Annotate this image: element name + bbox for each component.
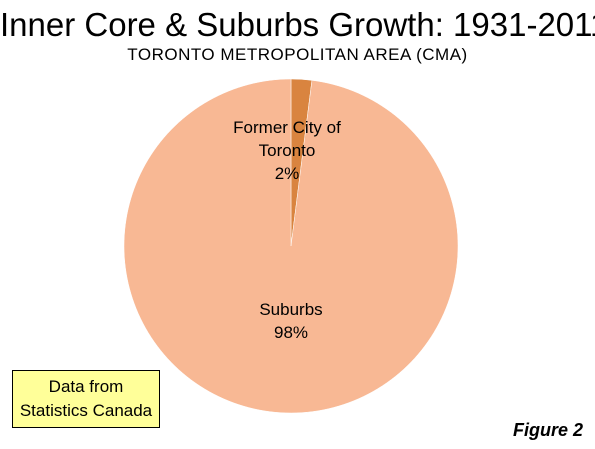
slice-2-label: Suburbs: [259, 300, 322, 319]
slice-2-value-label: 98%: [274, 323, 308, 342]
slice-1-value-label: 2%: [275, 164, 300, 183]
chart-title: Inner Core & Suburbs Growth: 1931-2011: [0, 6, 595, 43]
chart-subtitle: TORONTO METROPOLITAN AREA (CMA): [127, 45, 468, 64]
figure-label: Figure 2: [512, 420, 583, 440]
slice-1-label: Former City of: [233, 118, 341, 137]
slice-1-label: Toronto: [259, 141, 316, 160]
source-note: Data from Statistics Canada: [12, 370, 160, 428]
pie-slice-2: [123, 78, 459, 414]
source-note-line2: Statistics Canada: [19, 401, 153, 420]
source-note-line1: Data from: [48, 377, 124, 396]
